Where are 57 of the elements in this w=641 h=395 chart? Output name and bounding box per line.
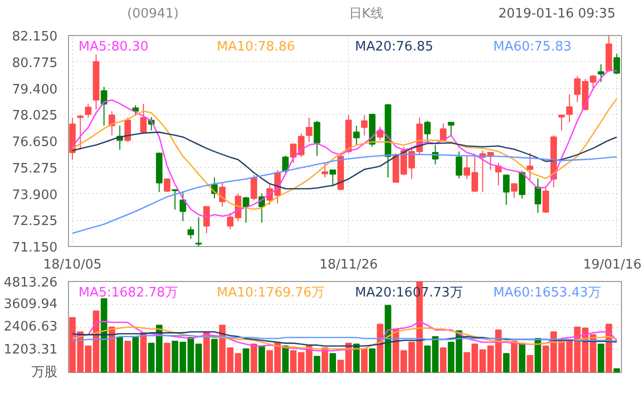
bar bbox=[510, 340, 518, 372]
y-tick-label: 78.025 bbox=[12, 108, 58, 124]
chart-title: (00941) bbox=[127, 6, 179, 22]
bar bbox=[598, 344, 604, 372]
line-series bbox=[72, 331, 618, 347]
bar bbox=[108, 326, 116, 372]
text: MA60:75.83 bbox=[493, 40, 572, 54]
y-tick-label: 71.150 bbox=[12, 240, 58, 256]
bar bbox=[314, 356, 320, 372]
y-tick-label: 3609.94 bbox=[4, 296, 58, 312]
bar bbox=[100, 298, 108, 372]
x-tick-label: 18/11/26 bbox=[319, 258, 378, 272]
bar bbox=[376, 324, 384, 372]
bar bbox=[132, 337, 139, 372]
bar bbox=[368, 348, 376, 372]
y-tick-label: 72.525 bbox=[12, 214, 58, 230]
line-series bbox=[72, 320, 618, 352]
bar bbox=[526, 354, 534, 372]
y-tick-label: 79.400 bbox=[12, 82, 58, 98]
chart-subtitle: 日K线 bbox=[348, 6, 384, 22]
bar bbox=[518, 342, 526, 372]
bar bbox=[258, 346, 266, 372]
bar bbox=[164, 342, 170, 372]
x-tick-label: 18/10/05 bbox=[43, 258, 102, 272]
text: 2019-01-16 09:35 bbox=[498, 6, 616, 22]
bar bbox=[250, 344, 258, 372]
y-tick-label: 82.150 bbox=[12, 30, 58, 44]
y-tick-label: 2406.63 bbox=[4, 320, 58, 334]
x-tick-label: 19/01/16 bbox=[583, 258, 641, 272]
y-tick-label: 75.275 bbox=[12, 161, 58, 176]
text: MA20:76.85 bbox=[355, 40, 434, 54]
bar bbox=[361, 348, 368, 372]
y-tick-label: 4813.26 bbox=[4, 276, 58, 290]
bar bbox=[384, 304, 392, 372]
text: MA60:1653.43万 bbox=[493, 286, 602, 300]
bar bbox=[282, 346, 289, 372]
y-tick-label: 万股 bbox=[32, 365, 58, 380]
bar bbox=[330, 353, 336, 372]
y-tick-label: 1203.31 bbox=[4, 342, 58, 358]
bar bbox=[203, 331, 210, 372]
bar bbox=[116, 337, 124, 372]
text: MA5:1682.78万 bbox=[78, 286, 178, 300]
y-tick-label: 76.650 bbox=[12, 135, 58, 150]
bar bbox=[614, 368, 620, 372]
text: MA5:80.30 bbox=[78, 40, 148, 54]
bar bbox=[534, 338, 542, 372]
text: MA10:1769.76万 bbox=[216, 286, 325, 300]
y-tick-label: 80.775 bbox=[12, 56, 58, 71]
y-tick-label: 73.900 bbox=[12, 188, 58, 203]
line-series bbox=[72, 326, 618, 350]
bar bbox=[503, 353, 510, 372]
bar bbox=[242, 348, 250, 372]
bar bbox=[140, 332, 147, 372]
text: MA10:78.86 bbox=[216, 40, 295, 54]
bar bbox=[124, 340, 131, 372]
bar bbox=[211, 338, 218, 372]
bar bbox=[440, 347, 446, 372]
